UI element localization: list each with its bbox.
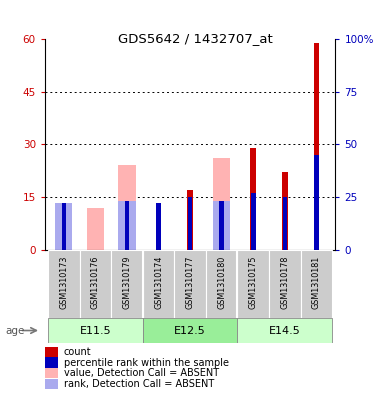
Bar (282, 173, 288, 250)
Bar (55, 204, 73, 250)
Bar (206, 250, 238, 318)
Bar (125, 201, 129, 250)
Bar (283, 197, 287, 250)
Bar (45, 358, 58, 367)
Bar (188, 197, 192, 250)
Bar (250, 148, 256, 250)
Bar (213, 201, 230, 250)
Bar (187, 190, 193, 250)
Bar (80, 250, 111, 318)
Text: value, Detection Call = ABSENT: value, Detection Call = ABSENT (64, 368, 219, 378)
Bar (118, 165, 136, 250)
Bar (111, 250, 143, 318)
Text: GSM1310179: GSM1310179 (122, 256, 131, 309)
Text: GSM1310177: GSM1310177 (186, 256, 195, 309)
Text: rank, Detection Call = ABSENT: rank, Detection Call = ABSENT (64, 379, 214, 389)
Bar (314, 155, 319, 250)
Bar (220, 201, 224, 250)
Bar (251, 193, 255, 250)
Bar (238, 250, 269, 318)
Text: GSM1310181: GSM1310181 (312, 256, 321, 309)
Text: percentile rank within the sample: percentile rank within the sample (64, 358, 229, 367)
Bar (143, 250, 174, 318)
Bar (156, 203, 161, 250)
Bar (269, 250, 301, 318)
Bar (213, 158, 230, 250)
Bar (118, 201, 136, 250)
Bar (143, 318, 238, 343)
Bar (174, 250, 206, 318)
Bar (156, 218, 161, 250)
Text: GSM1310174: GSM1310174 (154, 256, 163, 309)
Bar (48, 250, 80, 318)
Text: GSM1310178: GSM1310178 (280, 256, 289, 309)
Bar (55, 203, 73, 250)
Bar (48, 318, 143, 343)
Text: age: age (5, 325, 25, 336)
Bar (45, 347, 58, 357)
Text: GSM1310173: GSM1310173 (59, 256, 68, 309)
Text: E12.5: E12.5 (174, 325, 206, 336)
Text: E11.5: E11.5 (80, 325, 111, 336)
Bar (314, 43, 319, 250)
Text: GSM1310175: GSM1310175 (249, 256, 258, 309)
Text: count: count (64, 347, 91, 357)
Text: GSM1310176: GSM1310176 (91, 256, 100, 309)
Bar (87, 208, 104, 250)
Bar (301, 250, 332, 318)
Bar (45, 379, 58, 389)
Bar (45, 368, 58, 378)
Text: E14.5: E14.5 (269, 325, 301, 336)
Bar (62, 203, 66, 250)
Text: GDS5642 / 1432707_at: GDS5642 / 1432707_at (118, 32, 272, 45)
Bar (238, 318, 332, 343)
Text: GSM1310180: GSM1310180 (217, 256, 226, 309)
